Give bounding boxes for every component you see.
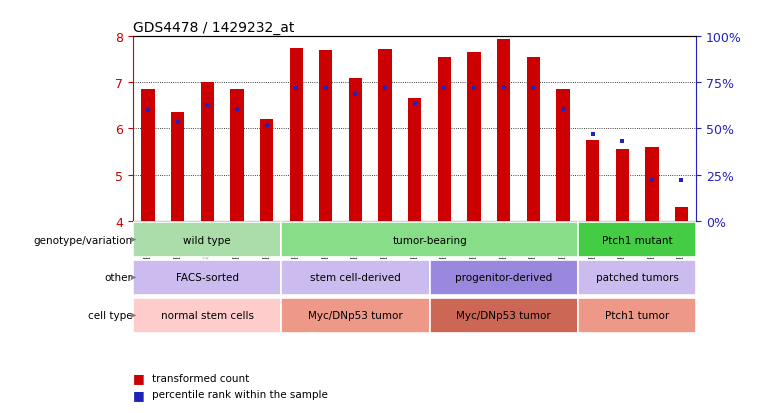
Bar	[282, 222, 578, 258]
Bar	[556, 90, 569, 221]
Text: stem cell-derived: stem cell-derived	[310, 273, 401, 283]
Text: Myc/DNp53 tumor: Myc/DNp53 tumor	[308, 311, 403, 320]
Text: FACS-sorted: FACS-sorted	[176, 273, 239, 283]
Text: tumor-bearing: tumor-bearing	[392, 235, 467, 245]
Text: Myc/DNp53 tumor: Myc/DNp53 tumor	[457, 311, 551, 320]
Text: cell type: cell type	[88, 311, 132, 320]
Text: wild type: wild type	[183, 235, 231, 245]
Text: ■: ■	[133, 371, 145, 385]
Text: transformed count: transformed count	[152, 373, 250, 383]
Bar	[282, 298, 429, 333]
Bar	[260, 120, 273, 221]
Text: percentile rank within the sample: percentile rank within the sample	[152, 389, 328, 399]
Text: other: other	[105, 273, 132, 283]
Bar	[201, 83, 214, 221]
Bar	[497, 40, 511, 221]
Text: genotype/variation: genotype/variation	[33, 235, 132, 245]
Text: normal stem cells: normal stem cells	[161, 311, 253, 320]
Bar	[282, 260, 429, 296]
Bar	[578, 222, 696, 258]
Bar	[171, 113, 184, 221]
Bar	[438, 58, 451, 221]
Bar	[133, 298, 282, 333]
Text: ■: ■	[133, 388, 145, 401]
Text: GDS4478 / 1429232_at: GDS4478 / 1429232_at	[133, 21, 295, 35]
Text: Ptch1 tumor: Ptch1 tumor	[605, 311, 669, 320]
Text: progenitor-derived: progenitor-derived	[455, 273, 552, 283]
Bar	[467, 53, 481, 221]
Bar	[578, 260, 696, 296]
Bar	[527, 58, 540, 221]
Bar	[408, 99, 422, 221]
Bar	[378, 50, 392, 221]
Bar	[616, 150, 629, 221]
Bar	[429, 298, 578, 333]
Bar	[349, 78, 362, 221]
Bar	[289, 49, 303, 221]
Bar	[586, 140, 599, 221]
Bar	[675, 207, 688, 221]
Bar	[578, 298, 696, 333]
Text: Ptch1 mutant: Ptch1 mutant	[602, 235, 673, 245]
Bar	[429, 260, 578, 296]
Bar	[133, 222, 282, 258]
Bar	[231, 90, 244, 221]
Text: patched tumors: patched tumors	[596, 273, 679, 283]
Bar	[142, 90, 154, 221]
Bar	[645, 147, 658, 221]
Bar	[133, 260, 282, 296]
Bar	[319, 51, 333, 221]
